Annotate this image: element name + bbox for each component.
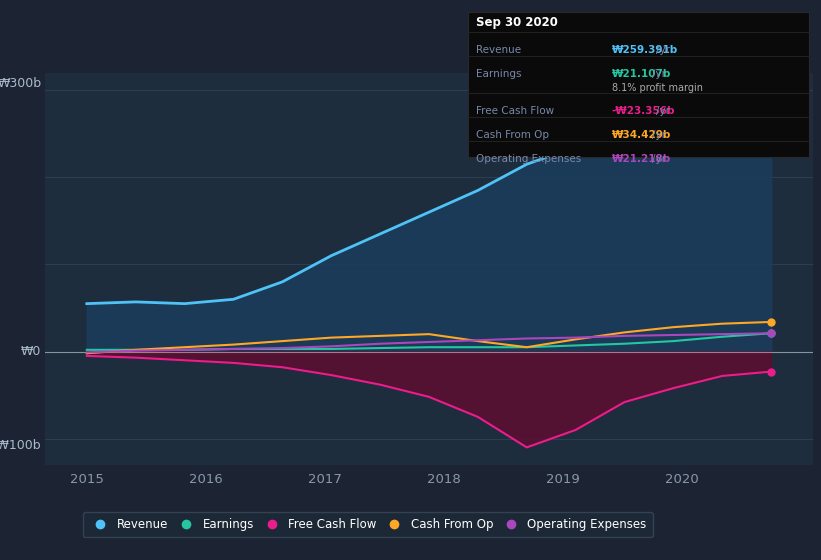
Text: ₩0: ₩0 — [21, 345, 41, 358]
Text: Earnings: Earnings — [476, 69, 521, 79]
Text: Cash From Op: Cash From Op — [476, 130, 549, 140]
Text: /yr: /yr — [657, 45, 671, 55]
Legend: Revenue, Earnings, Free Cash Flow, Cash From Op, Operating Expenses: Revenue, Earnings, Free Cash Flow, Cash … — [83, 512, 653, 537]
Text: 8.1% profit margin: 8.1% profit margin — [612, 83, 703, 93]
Text: ₩21.107b: ₩21.107b — [612, 69, 671, 79]
Text: /yr: /yr — [652, 154, 666, 164]
Text: ₩34.429b: ₩34.429b — [612, 130, 671, 140]
Text: /yr: /yr — [652, 130, 666, 140]
Text: /yr: /yr — [652, 69, 666, 79]
Text: Revenue: Revenue — [476, 45, 521, 55]
Text: -₩100b: -₩100b — [0, 438, 41, 452]
Text: -₩23.356b: -₩23.356b — [612, 106, 675, 116]
Text: ₩300b: ₩300b — [0, 77, 41, 90]
Text: ₩259.391b: ₩259.391b — [612, 45, 678, 55]
Text: Free Cash Flow: Free Cash Flow — [476, 106, 554, 116]
Text: Sep 30 2020: Sep 30 2020 — [476, 16, 558, 29]
Text: /yr: /yr — [657, 106, 671, 116]
Text: Operating Expenses: Operating Expenses — [476, 154, 581, 164]
Text: ₩21.218b: ₩21.218b — [612, 154, 671, 164]
